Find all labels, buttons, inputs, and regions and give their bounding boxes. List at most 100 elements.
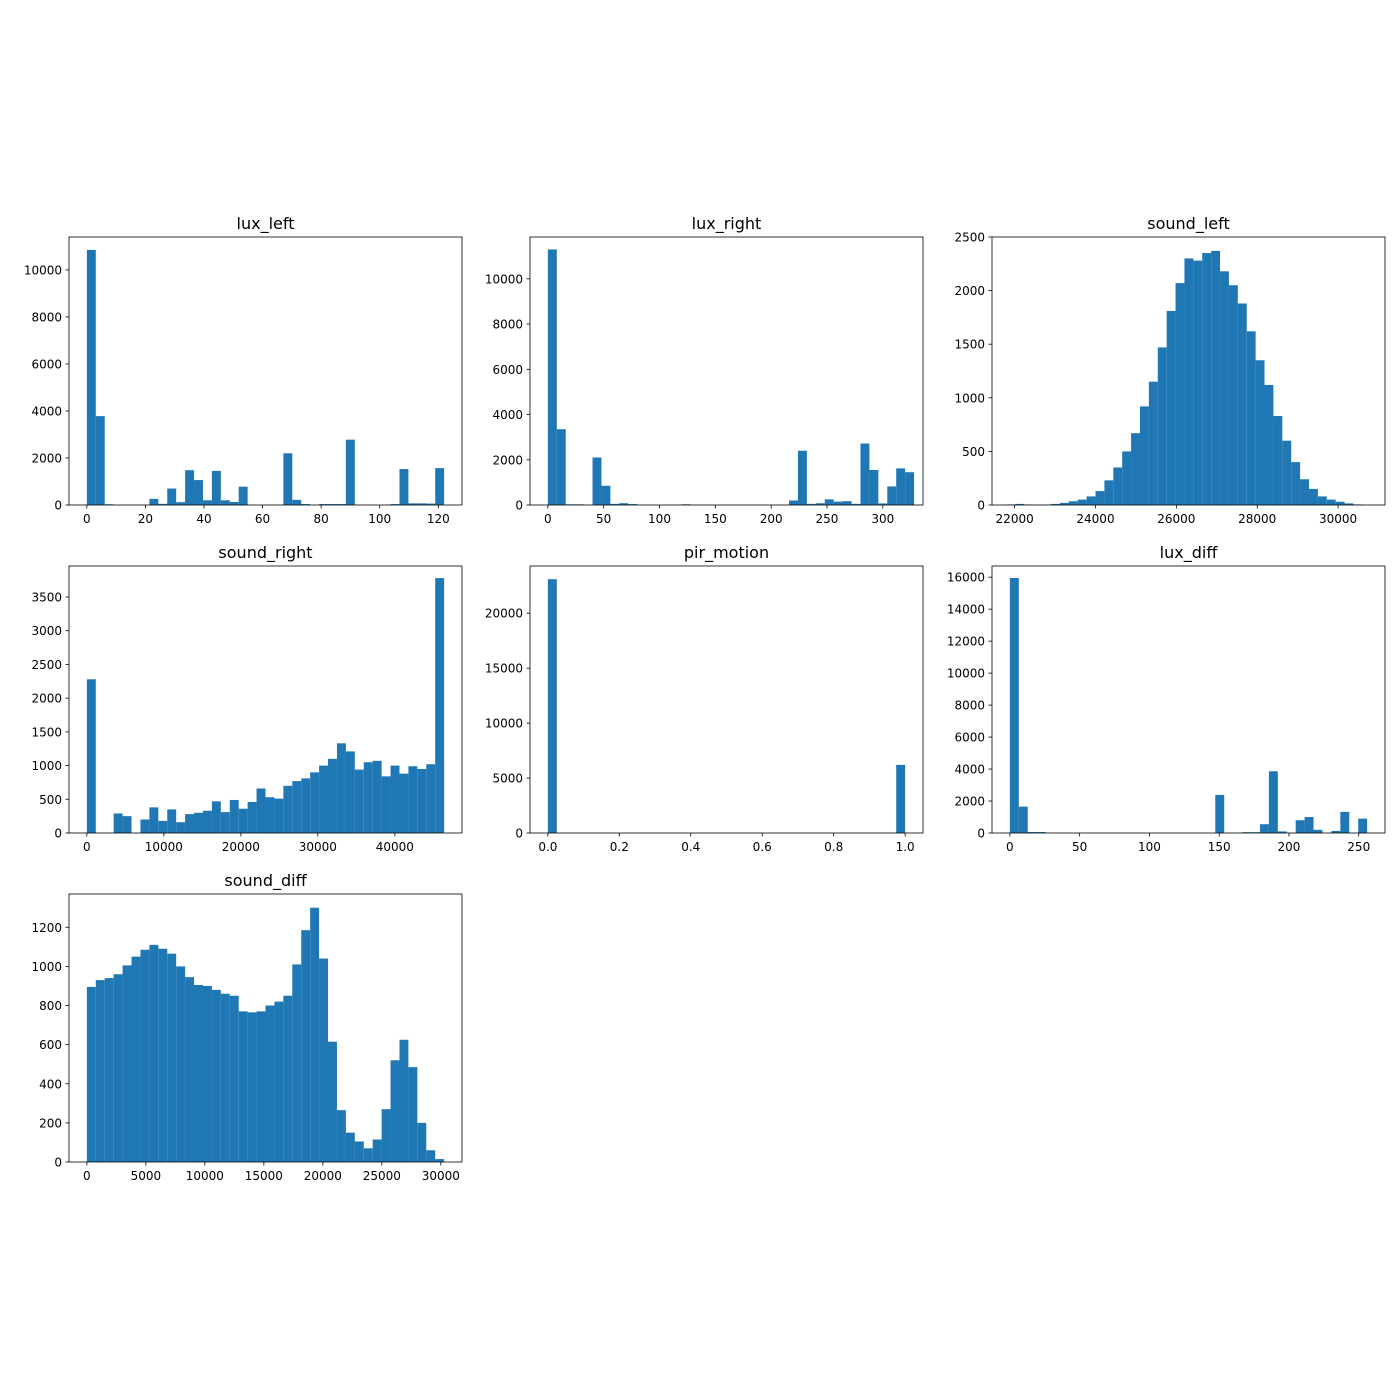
histogram-bar (167, 809, 177, 833)
histogram-bar (220, 812, 230, 833)
x-tick-label: 40 (196, 512, 211, 526)
histogram-bar (1051, 503, 1060, 505)
histogram-bar (408, 766, 418, 833)
x-tick-label: 30000 (299, 840, 337, 854)
histogram-bar (336, 1110, 346, 1162)
histogram-bar (202, 810, 212, 833)
histogram-bar (815, 503, 825, 505)
histogram-bar (1291, 462, 1301, 505)
chart-title: sound_left (1147, 214, 1229, 234)
histogram-bar (140, 819, 150, 833)
histogram-bar (1326, 499, 1336, 505)
y-tick-label: 2500 (954, 231, 985, 245)
histogram-bar (1335, 501, 1345, 505)
histogram-bar (86, 986, 96, 1162)
histogram-bar (301, 504, 311, 505)
x-tick-label: 1.0 (896, 840, 915, 854)
histogram-bar (220, 993, 230, 1162)
x-tick-label: 50 (596, 512, 611, 526)
histogram-bar (158, 948, 168, 1162)
x-tick-label: 10000 (186, 1169, 224, 1183)
histogram-bar (256, 1011, 266, 1162)
y-tick-label: 1200 (31, 921, 62, 935)
y-tick-label: 600 (39, 1038, 62, 1052)
y-tick-label: 6000 (954, 731, 985, 745)
histogram-bar (833, 501, 843, 505)
histogram-bar (265, 797, 275, 833)
histogram-bar (601, 485, 611, 505)
histogram-bar (247, 801, 257, 833)
histogram-bar (336, 504, 346, 505)
histogram-bar (381, 776, 391, 833)
histogram-bar (372, 760, 382, 833)
histogram-bar (336, 743, 346, 833)
histogram-bar (328, 1041, 337, 1162)
histogram-bar (1077, 499, 1087, 505)
histogram-bar (149, 498, 159, 505)
histogram-bar (887, 486, 897, 505)
x-tick-label: 30000 (422, 1169, 460, 1183)
histogram-bar (878, 503, 888, 505)
histogram-bar (1264, 384, 1274, 505)
y-tick-label: 6000 (31, 357, 62, 371)
histogram-bar (619, 503, 629, 505)
histogram-bar (158, 820, 168, 833)
histogram-bar (797, 450, 807, 505)
y-tick-label: 0 (515, 499, 523, 513)
chart-title: lux_left (237, 214, 295, 234)
histogram-bar (167, 488, 177, 505)
histogram-bar (292, 499, 302, 505)
histogram-bar (95, 980, 105, 1162)
histogram-bar (547, 579, 557, 833)
x-tick-label: 250 (816, 512, 839, 526)
histogram-bar (1139, 406, 1149, 505)
histogram-bar (265, 1005, 275, 1162)
histogram-bar (1059, 502, 1069, 505)
histogram-bar (1255, 360, 1265, 505)
histogram-bar (628, 504, 638, 505)
histogram-bar (1300, 479, 1309, 505)
histogram-bar (851, 503, 861, 505)
x-tick-label: 28000 (1238, 512, 1276, 526)
x-tick-label: 0 (83, 1169, 91, 1183)
y-tick-label: 500 (962, 445, 985, 459)
y-tick-label: 10000 (485, 272, 523, 286)
y-tick-label: 4000 (492, 408, 523, 422)
y-tick-label: 3000 (31, 624, 62, 638)
y-tick-label: 0 (515, 827, 523, 841)
histogram-bar (283, 785, 293, 833)
x-tick-label: 0 (544, 512, 552, 526)
histogram-bar (1131, 433, 1140, 505)
y-tick-label: 1500 (31, 725, 62, 739)
histogram-bar (256, 788, 266, 833)
histogram-bar (1157, 347, 1167, 505)
histogram-bar (319, 504, 329, 505)
histogram-bar (211, 470, 221, 505)
histogram-bar (301, 930, 311, 1162)
histogram-bar (1215, 794, 1225, 833)
histogram-bar (556, 429, 566, 505)
histogram-bar (1068, 501, 1078, 505)
x-tick-label: 200 (760, 512, 783, 526)
x-tick-label: 200 (1278, 840, 1301, 854)
y-tick-label: 4000 (31, 404, 62, 418)
histogram-bar (1104, 480, 1114, 505)
histogram-bar (1313, 829, 1323, 833)
y-tick-label: 16000 (947, 571, 985, 585)
histogram-bar (408, 503, 418, 505)
histogram-lux-left: 0 20 40 60 80 100 120 0 2000 4000 6000 8000 10000 lux… (24, 214, 463, 526)
chart-title: sound_diff (224, 871, 307, 891)
histogram-bar (435, 468, 445, 505)
histogram-bar (185, 814, 195, 833)
x-tick-label: 80 (314, 512, 329, 526)
y-tick-label: 0 (54, 827, 62, 841)
y-tick-label: 2500 (31, 658, 62, 672)
histogram-bar (390, 1060, 400, 1162)
histogram-bar (274, 1001, 284, 1162)
y-tick-label: 10000 (947, 667, 985, 681)
histogram-bar (547, 249, 557, 505)
histogram-bar (1358, 818, 1368, 833)
histogram-bar (1331, 830, 1341, 833)
histogram-bar (211, 989, 221, 1162)
